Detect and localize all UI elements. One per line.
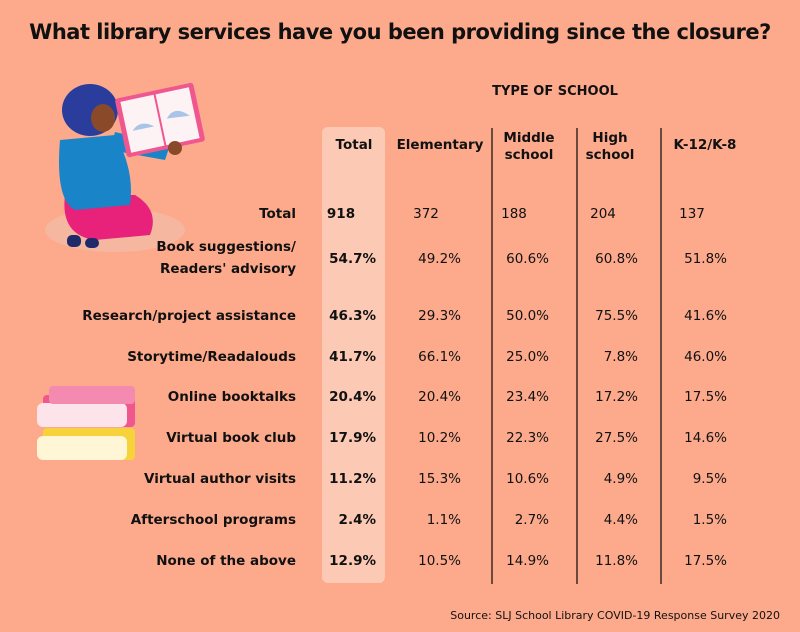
column-header: K-12/K-8 bbox=[673, 137, 737, 153]
table-cell: 1.5% bbox=[692, 512, 727, 528]
row-label: Book suggestions/ Readers' advisory bbox=[156, 239, 296, 277]
table-cell: 60.8% bbox=[595, 251, 638, 267]
row-label: Afterschool programs bbox=[130, 512, 296, 528]
group-header: TYPE OF SCHOOL bbox=[492, 84, 618, 99]
table-cell: 2.7% bbox=[514, 512, 549, 528]
table-cell: 7.8% bbox=[603, 349, 638, 365]
table-cell: 46.3% bbox=[329, 308, 376, 324]
table-cell: 4.4% bbox=[603, 512, 638, 528]
table-cell: 9.5% bbox=[692, 471, 727, 487]
column-divider bbox=[576, 128, 578, 584]
table-cell: 17.9% bbox=[329, 430, 376, 446]
table-cell: 11.2% bbox=[329, 471, 376, 487]
table-cell: 20.4% bbox=[418, 389, 461, 405]
table-cell: 1.1% bbox=[426, 512, 461, 528]
column-header: High school bbox=[585, 130, 635, 163]
table-cell: 50.0% bbox=[506, 308, 549, 324]
row-label: Storytime/Readalouds bbox=[127, 349, 296, 365]
table-cell: 17.5% bbox=[684, 389, 727, 405]
table-cell: 17.2% bbox=[595, 389, 638, 405]
table-cell: 918 bbox=[326, 206, 356, 222]
table-cell: 17.5% bbox=[684, 553, 727, 569]
table-cell: 49.2% bbox=[418, 251, 461, 267]
page-title: What library services have you been prov… bbox=[29, 20, 771, 44]
table-cell: 25.0% bbox=[506, 349, 549, 365]
row-label: Online booktalks bbox=[167, 389, 296, 405]
table-cell: 41.7% bbox=[329, 349, 376, 365]
column-divider bbox=[660, 128, 662, 584]
table-cell: 51.8% bbox=[684, 251, 727, 267]
column-divider bbox=[491, 128, 493, 584]
row-label: Total bbox=[259, 206, 296, 222]
table-cell: 372 bbox=[413, 206, 439, 222]
table-cell: 188 bbox=[501, 206, 527, 222]
table-cell: 4.9% bbox=[603, 471, 638, 487]
column-header: Middle school bbox=[503, 130, 555, 163]
table-cell: 27.5% bbox=[595, 430, 638, 446]
table-cell: 54.7% bbox=[329, 251, 376, 267]
table-cell: 137 bbox=[679, 206, 705, 222]
table-cell: 15.3% bbox=[418, 471, 461, 487]
stacked-books-illustration bbox=[37, 386, 135, 460]
source-note: Source: SLJ School Library COVID-19 Resp… bbox=[450, 609, 780, 622]
table-cell: 11.8% bbox=[595, 553, 638, 569]
table-cell: 14.9% bbox=[506, 553, 549, 569]
table-cell: 23.4% bbox=[506, 389, 549, 405]
table-cell: 75.5% bbox=[595, 308, 638, 324]
table-cell: 2.4% bbox=[338, 512, 376, 528]
table-cell: 46.0% bbox=[684, 349, 727, 365]
table-cell: 41.6% bbox=[684, 308, 727, 324]
table-cell: 10.2% bbox=[418, 430, 461, 446]
table-cell: 20.4% bbox=[329, 389, 376, 405]
table-cell: 10.6% bbox=[506, 471, 549, 487]
table-cell: 204 bbox=[590, 206, 616, 222]
table-cell: 14.6% bbox=[684, 430, 727, 446]
row-label: Virtual author visits bbox=[144, 471, 296, 487]
table-cell: 22.3% bbox=[506, 430, 549, 446]
table-cell: 66.1% bbox=[418, 349, 461, 365]
table-cell: 12.9% bbox=[329, 553, 376, 569]
woman-reading-illustration bbox=[45, 82, 205, 252]
table-cell: 60.6% bbox=[506, 251, 549, 267]
total-column-highlight bbox=[322, 127, 385, 583]
column-header: Elementary bbox=[396, 137, 484, 153]
column-header: Total bbox=[335, 137, 373, 153]
row-label: Research/project assistance bbox=[82, 308, 296, 324]
row-label: Virtual book club bbox=[166, 430, 296, 446]
table-cell: 29.3% bbox=[418, 308, 461, 324]
row-label: None of the above bbox=[156, 553, 296, 569]
table-cell: 10.5% bbox=[418, 553, 461, 569]
